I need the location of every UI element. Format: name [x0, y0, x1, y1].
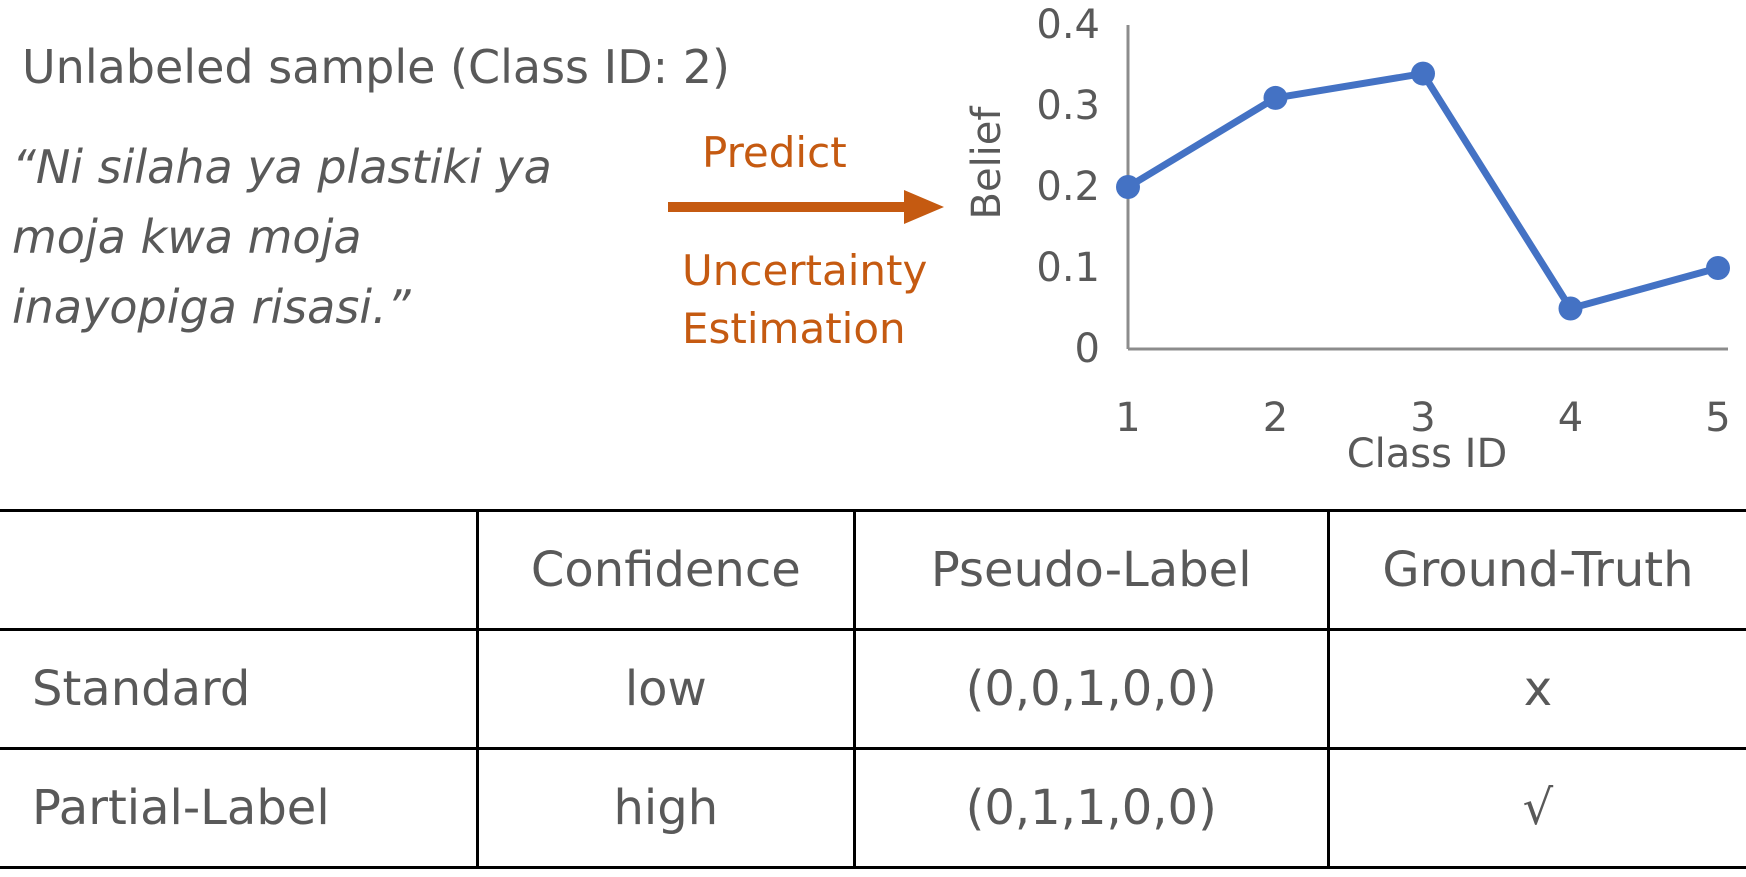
uncertainty-estimation-label: Uncertainty Estimation — [682, 242, 927, 358]
estimation-line: Estimation — [682, 304, 906, 353]
row-ground-truth: x — [1326, 628, 1746, 750]
x-tick-label: 2 — [1263, 395, 1288, 441]
quote-line-3: inayopiga risasi.” — [12, 280, 411, 334]
belief-chart: 0 0.1 0.2 0.3 0.4 1 2 3 4 5 Class ID Belief — [964, 2, 1731, 477]
quote-line-2: moja kwa moja — [12, 210, 362, 264]
x-tick-label: 4 — [1558, 395, 1583, 441]
table-header-row: Confidence Pseudo-Label Ground-Truth — [0, 509, 1746, 631]
data-point — [1706, 256, 1730, 280]
header-cell-empty — [0, 509, 478, 631]
quote-line-1: “Ni silaha ya plastiki ya — [12, 140, 552, 194]
table-row: Partial-Label high (0,1,1,0,0) √ — [0, 747, 1746, 869]
header-confidence: Confidence — [476, 509, 855, 631]
header-pseudo-label: Pseudo-Label — [852, 509, 1329, 631]
row-method-standard: Standard — [0, 628, 478, 750]
y-tick-label: 0.4 — [1036, 2, 1100, 48]
data-point — [1411, 61, 1435, 86]
y-tick-label: 0.2 — [1036, 164, 1100, 210]
row-method-partial-label: Partial-Label — [0, 747, 478, 869]
sample-title: Unlabeled sample (Class ID: 2) — [22, 40, 730, 94]
results-table: Confidence Pseudo-Label Ground-Truth Sta… — [0, 509, 1746, 869]
x-tick-label: 5 — [1705, 395, 1730, 441]
header-ground-truth: Ground-Truth — [1326, 509, 1746, 631]
predict-label: Predict — [702, 128, 847, 177]
uncertainty-line: Uncertainty — [682, 246, 928, 295]
x-tick-label: 3 — [1410, 395, 1435, 441]
row-pseudo-label: (0,1,1,0,0) — [852, 747, 1329, 869]
data-point — [1558, 296, 1583, 321]
row-ground-truth: √ — [1326, 747, 1746, 869]
data-point — [1116, 175, 1140, 199]
y-tick-label: 0.1 — [1036, 245, 1100, 291]
row-confidence: low — [476, 628, 855, 750]
x-axis-title: Class ID — [1347, 431, 1508, 477]
row-pseudo-label: (0,0,1,0,0) — [852, 628, 1329, 750]
predict-arrow-icon — [668, 190, 944, 224]
y-tick-label: 0 — [1075, 326, 1100, 372]
table-row: Standard low (0,0,1,0,0) x — [0, 628, 1746, 750]
series-line — [1126, 70, 1719, 312]
x-tick-label: 1 — [1115, 395, 1140, 441]
y-tick-label: 0.3 — [1036, 83, 1100, 129]
y-axis-title: Belief — [964, 106, 1010, 220]
data-point — [1263, 85, 1288, 110]
row-confidence: high — [476, 747, 855, 869]
sample-quote: “Ni silaha ya plastiki ya moja kwa moja … — [12, 132, 552, 342]
